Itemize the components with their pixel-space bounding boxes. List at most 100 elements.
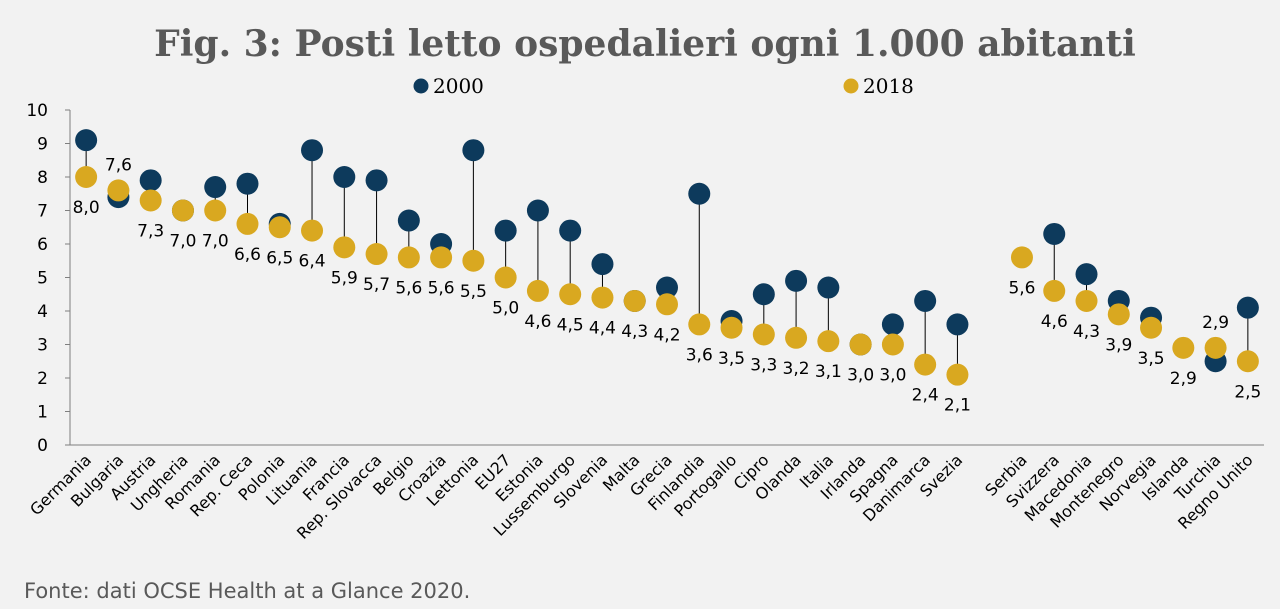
point-2000 <box>817 276 840 299</box>
legend: 2000 2018 <box>413 74 914 98</box>
point-2018 <box>1043 279 1066 302</box>
point-2000 <box>365 169 388 192</box>
y-tick-label: 5 <box>37 269 48 289</box>
data-label: 2,4 <box>912 386 939 406</box>
point-2018 <box>236 212 259 235</box>
point-2000 <box>236 172 259 195</box>
y-tick-label: 10 <box>26 101 48 121</box>
y-tick-label: 1 <box>37 403 48 423</box>
data-label: 4,6 <box>524 312 551 332</box>
point-2018 <box>720 316 743 339</box>
point-2018 <box>171 199 194 222</box>
data-label: 7,0 <box>169 232 196 252</box>
data-label: 3,1 <box>815 362 842 382</box>
point-2018 <box>946 363 969 386</box>
point-2000 <box>75 129 98 152</box>
point-2018 <box>785 326 808 349</box>
point-2000 <box>526 199 549 222</box>
point-2018 <box>1075 289 1098 312</box>
data-label: 2,5 <box>1234 382 1261 402</box>
data-label: 5,6 <box>395 278 422 298</box>
data-label: 3,5 <box>718 349 745 369</box>
point-2000 <box>462 139 485 162</box>
point-2018 <box>688 313 711 336</box>
point-2000 <box>204 176 227 199</box>
y-tick-label: 4 <box>37 302 48 322</box>
data-label: 7,0 <box>202 232 229 252</box>
data-label: 6,5 <box>266 248 293 268</box>
data-label: 7,6 <box>105 155 132 175</box>
point-2000 <box>881 313 904 336</box>
data-label: 3,3 <box>750 355 777 375</box>
data-label: 5,9 <box>331 268 358 288</box>
point-2018 <box>204 199 227 222</box>
point-2000 <box>914 289 937 312</box>
point-2018 <box>914 353 937 376</box>
series-2018 <box>75 166 1259 386</box>
point-2000 <box>397 209 420 232</box>
data-label: 3,6 <box>686 345 713 365</box>
point-2000 <box>301 139 324 162</box>
point-2018 <box>591 286 614 309</box>
data-label: 3,5 <box>1138 349 1165 369</box>
data-labels: 8,07,67,37,0 7,06,6 6,5 6,45,9 5,7 5,6 5,6 5,55… <box>73 155 1262 415</box>
category-labels: GermaniaBulgariaAustriaUngheriaRomaniaRe… <box>26 450 1257 542</box>
chart-title: Fig. 3: Posti letto ospedalieri ogni 1.0… <box>154 23 1136 65</box>
data-label: 3,0 <box>847 366 874 386</box>
y-tick-label: 0 <box>37 436 48 456</box>
data-label: 8,0 <box>73 198 100 218</box>
data-label: 6,6 <box>234 245 261 265</box>
data-label: 4,6 <box>1041 312 1068 332</box>
legend-label-2018: 2018 <box>863 74 914 98</box>
point-2018 <box>397 246 420 269</box>
data-label: 4,5 <box>557 315 584 335</box>
data-label: 4,4 <box>589 319 616 339</box>
point-2018 <box>301 219 324 242</box>
point-2000 <box>1075 263 1098 286</box>
point-2018 <box>333 236 356 259</box>
data-label: 7,3 <box>137 221 164 241</box>
data-label: 3,2 <box>783 359 810 379</box>
data-label: 2,9 <box>1170 369 1197 389</box>
y-tick-label: 9 <box>37 135 48 155</box>
point-2000 <box>1043 222 1066 245</box>
point-2018 <box>1107 303 1130 326</box>
data-label: 5,5 <box>460 282 487 302</box>
point-2000 <box>688 182 711 205</box>
point-2000 <box>591 253 614 276</box>
y-tick-label: 8 <box>37 168 48 188</box>
point-2018 <box>1236 350 1259 373</box>
data-label: 4,2 <box>653 325 680 345</box>
data-label: 3,9 <box>1105 335 1132 355</box>
legend-marker-2000 <box>413 78 429 94</box>
point-2000 <box>333 166 356 188</box>
point-2000 <box>1236 296 1259 319</box>
point-2000 <box>656 276 678 299</box>
data-label: 2,1 <box>944 396 971 416</box>
data-label: 2,9 <box>1202 313 1229 333</box>
data-label: 3,0 <box>879 366 906 386</box>
point-2018 <box>462 249 485 272</box>
point-2018 <box>430 246 453 269</box>
point-2000 <box>494 219 517 242</box>
point-2000 <box>785 269 808 292</box>
data-label: 5,6 <box>428 278 455 298</box>
point-2018 <box>752 323 775 346</box>
point-2018 <box>881 333 904 356</box>
y-tick-label: 6 <box>37 235 48 255</box>
point-2000 <box>946 313 969 336</box>
point-2018 <box>494 266 517 289</box>
point-2018 <box>75 166 98 188</box>
point-2018 <box>559 283 582 306</box>
point-2018 <box>1204 336 1227 359</box>
point-2018 <box>1172 336 1195 359</box>
point-2018 <box>107 179 130 202</box>
point-2018 <box>268 216 291 239</box>
point-2018 <box>1010 246 1033 269</box>
point-2000 <box>752 283 775 306</box>
point-2018 <box>526 279 549 302</box>
data-label: 6,4 <box>299 252 326 272</box>
point-2018 <box>849 333 872 356</box>
legend-label-2000: 2000 <box>433 74 484 98</box>
